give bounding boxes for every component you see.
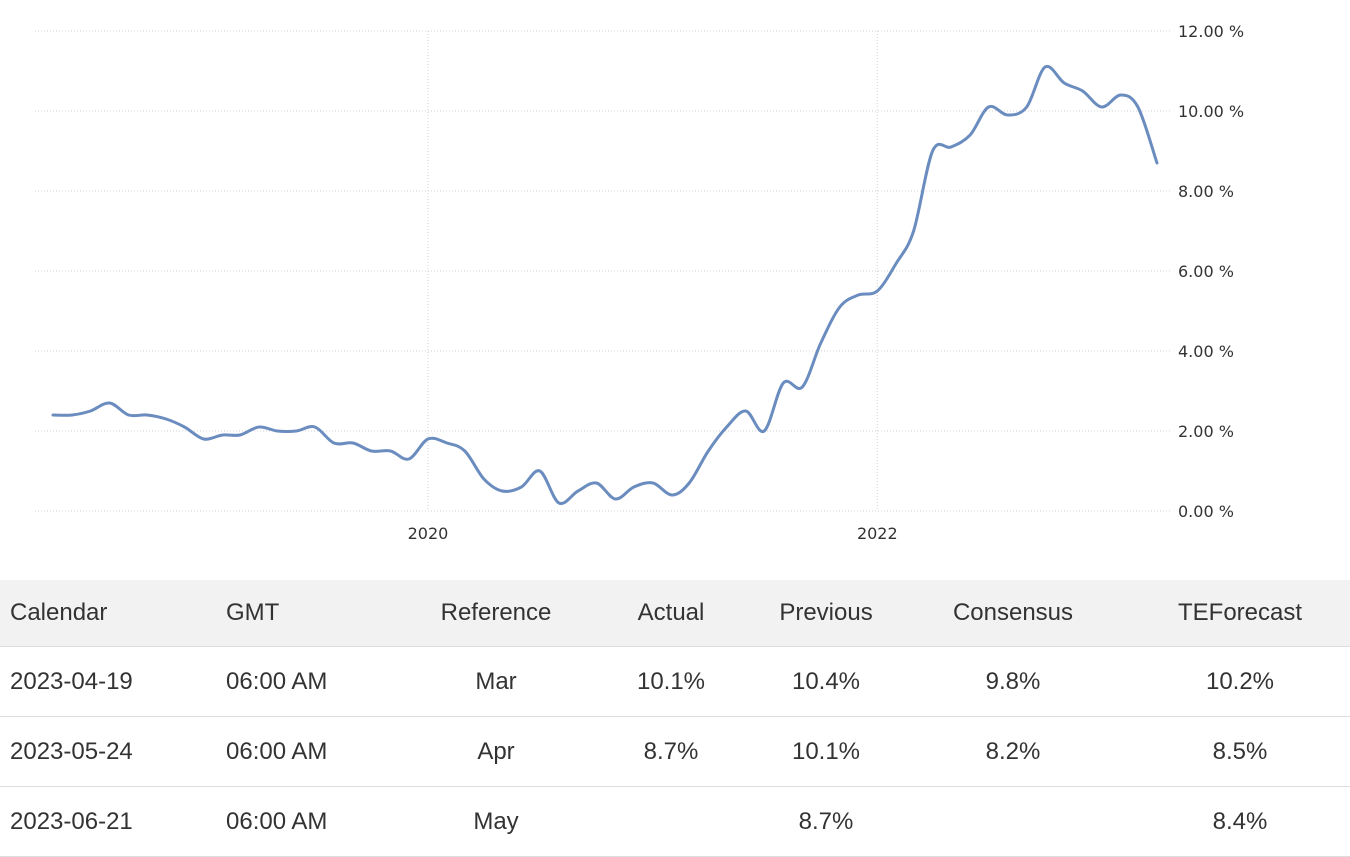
header-calendar: Calendar — [0, 580, 226, 647]
header-previous: Previous — [746, 580, 906, 647]
table-row: 2023-05-24 06:00 AM Apr 8.7% 10.1% 8.2% … — [0, 716, 1350, 787]
cell-teforecast: 8.4% — [1120, 786, 1350, 857]
table-header-row: Calendar GMT Reference Actual Previous C… — [0, 580, 1350, 647]
cell-calendar: 2023-04-19 — [0, 646, 226, 717]
y-tick-label: 4.00 % — [1178, 342, 1234, 361]
x-tick-label: 2020 — [408, 524, 449, 543]
header-reference: Reference — [396, 580, 596, 647]
y-axis: 0.00 % 2.00 % 4.00 % 6.00 % 8.00 % 10.00 % 12.… — [1178, 22, 1244, 521]
x-tick-label: 2022 — [857, 524, 898, 543]
header-actual: Actual — [596, 580, 746, 647]
cell-previous: 10.4% — [746, 646, 906, 717]
x-axis: 2020 2022 — [408, 524, 898, 543]
header-teforecast: TEForecast — [1120, 580, 1350, 647]
cell-teforecast: 10.2% — [1120, 646, 1350, 717]
y-tick-label: 10.00 % — [1178, 102, 1244, 121]
y-tick-label: 0.00 % — [1178, 502, 1234, 521]
chart-grid — [35, 30, 1170, 512]
cell-consensus: 9.8% — [906, 646, 1120, 717]
cell-gmt: 06:00 AM — [226, 646, 396, 717]
cell-reference: Mar — [396, 646, 596, 717]
y-tick-label: 6.00 % — [1178, 262, 1234, 281]
release-calendar-table: Calendar GMT Reference Actual Previous C… — [0, 580, 1350, 857]
cell-reference: May — [396, 786, 596, 857]
cell-previous: 10.1% — [746, 716, 906, 787]
table-row: 2023-04-19 06:00 AM Mar 10.1% 10.4% 9.8%… — [0, 646, 1350, 717]
cell-gmt: 06:00 AM — [226, 786, 396, 857]
cell-calendar: 2023-05-24 — [0, 716, 226, 787]
cell-consensus — [906, 786, 1120, 857]
y-tick-label: 8.00 % — [1178, 182, 1234, 201]
cell-consensus: 8.2% — [906, 716, 1120, 787]
series-line — [51, 64, 1159, 506]
cell-actual — [596, 786, 746, 857]
y-tick-label: 2.00 % — [1178, 422, 1234, 441]
cell-gmt: 06:00 AM — [226, 716, 396, 787]
cell-reference: Apr — [396, 716, 596, 787]
header-gmt: GMT — [226, 580, 396, 647]
y-tick-label: 12.00 % — [1178, 22, 1244, 41]
cell-actual: 10.1% — [596, 646, 746, 717]
table-row: 2023-06-21 06:00 AM May 8.7% 8.4% — [0, 786, 1350, 857]
cell-actual: 8.7% — [596, 716, 746, 787]
cell-teforecast: 8.5% — [1120, 716, 1350, 787]
header-consensus: Consensus — [906, 580, 1120, 647]
cell-previous: 8.7% — [746, 786, 906, 857]
cell-calendar: 2023-06-21 — [0, 786, 226, 857]
inflation-line-chart: 0.00 % 2.00 % 4.00 % 6.00 % 8.00 % 10.00 % 12.… — [35, 22, 1244, 543]
